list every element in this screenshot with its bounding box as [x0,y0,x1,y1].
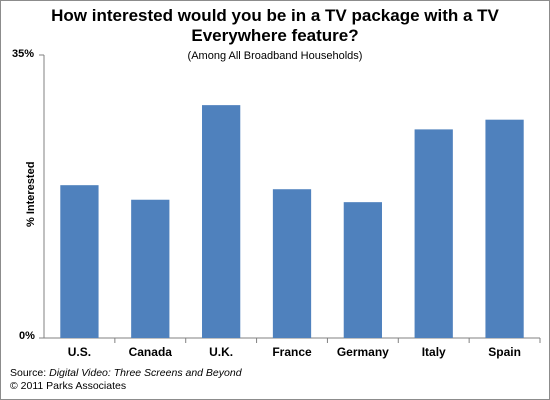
chart-title-line-1: How interested would you be in a TV pack… [51,6,499,25]
bar-uk [202,105,241,338]
y-tick-min: 0% [19,330,35,342]
bar-italy [414,129,453,338]
x-tick-label: Italy [422,345,446,359]
bar-france [272,189,312,338]
x-tick-label: U.K. [209,345,233,359]
y-tick-max: 35% [12,48,35,60]
bar-germany [343,202,382,338]
source-title: Digital Video: Three Screens and Beyond [49,367,242,379]
x-tick-label: Canada [129,345,173,359]
x-tick-label: Germany [337,345,389,359]
source-prefix: Source: [10,367,50,379]
chart-title: How interested would you be in a TV pack… [40,6,510,46]
bar-spain [485,119,524,338]
x-tick-label: France [272,345,312,359]
bar-us [60,185,99,338]
x-tick-label: Spain [488,345,521,359]
bar-canada [131,199,170,338]
source-note: Source: Digital Video: Three Screens and… [10,367,242,393]
copyright: © 2011 Parks Associates [10,380,127,392]
chart-title-line-2: Everywhere feature? [191,26,359,45]
x-tick-label: U.S. [68,345,91,359]
chart-subtitle: (Among All Broadband Households) [187,50,363,62]
